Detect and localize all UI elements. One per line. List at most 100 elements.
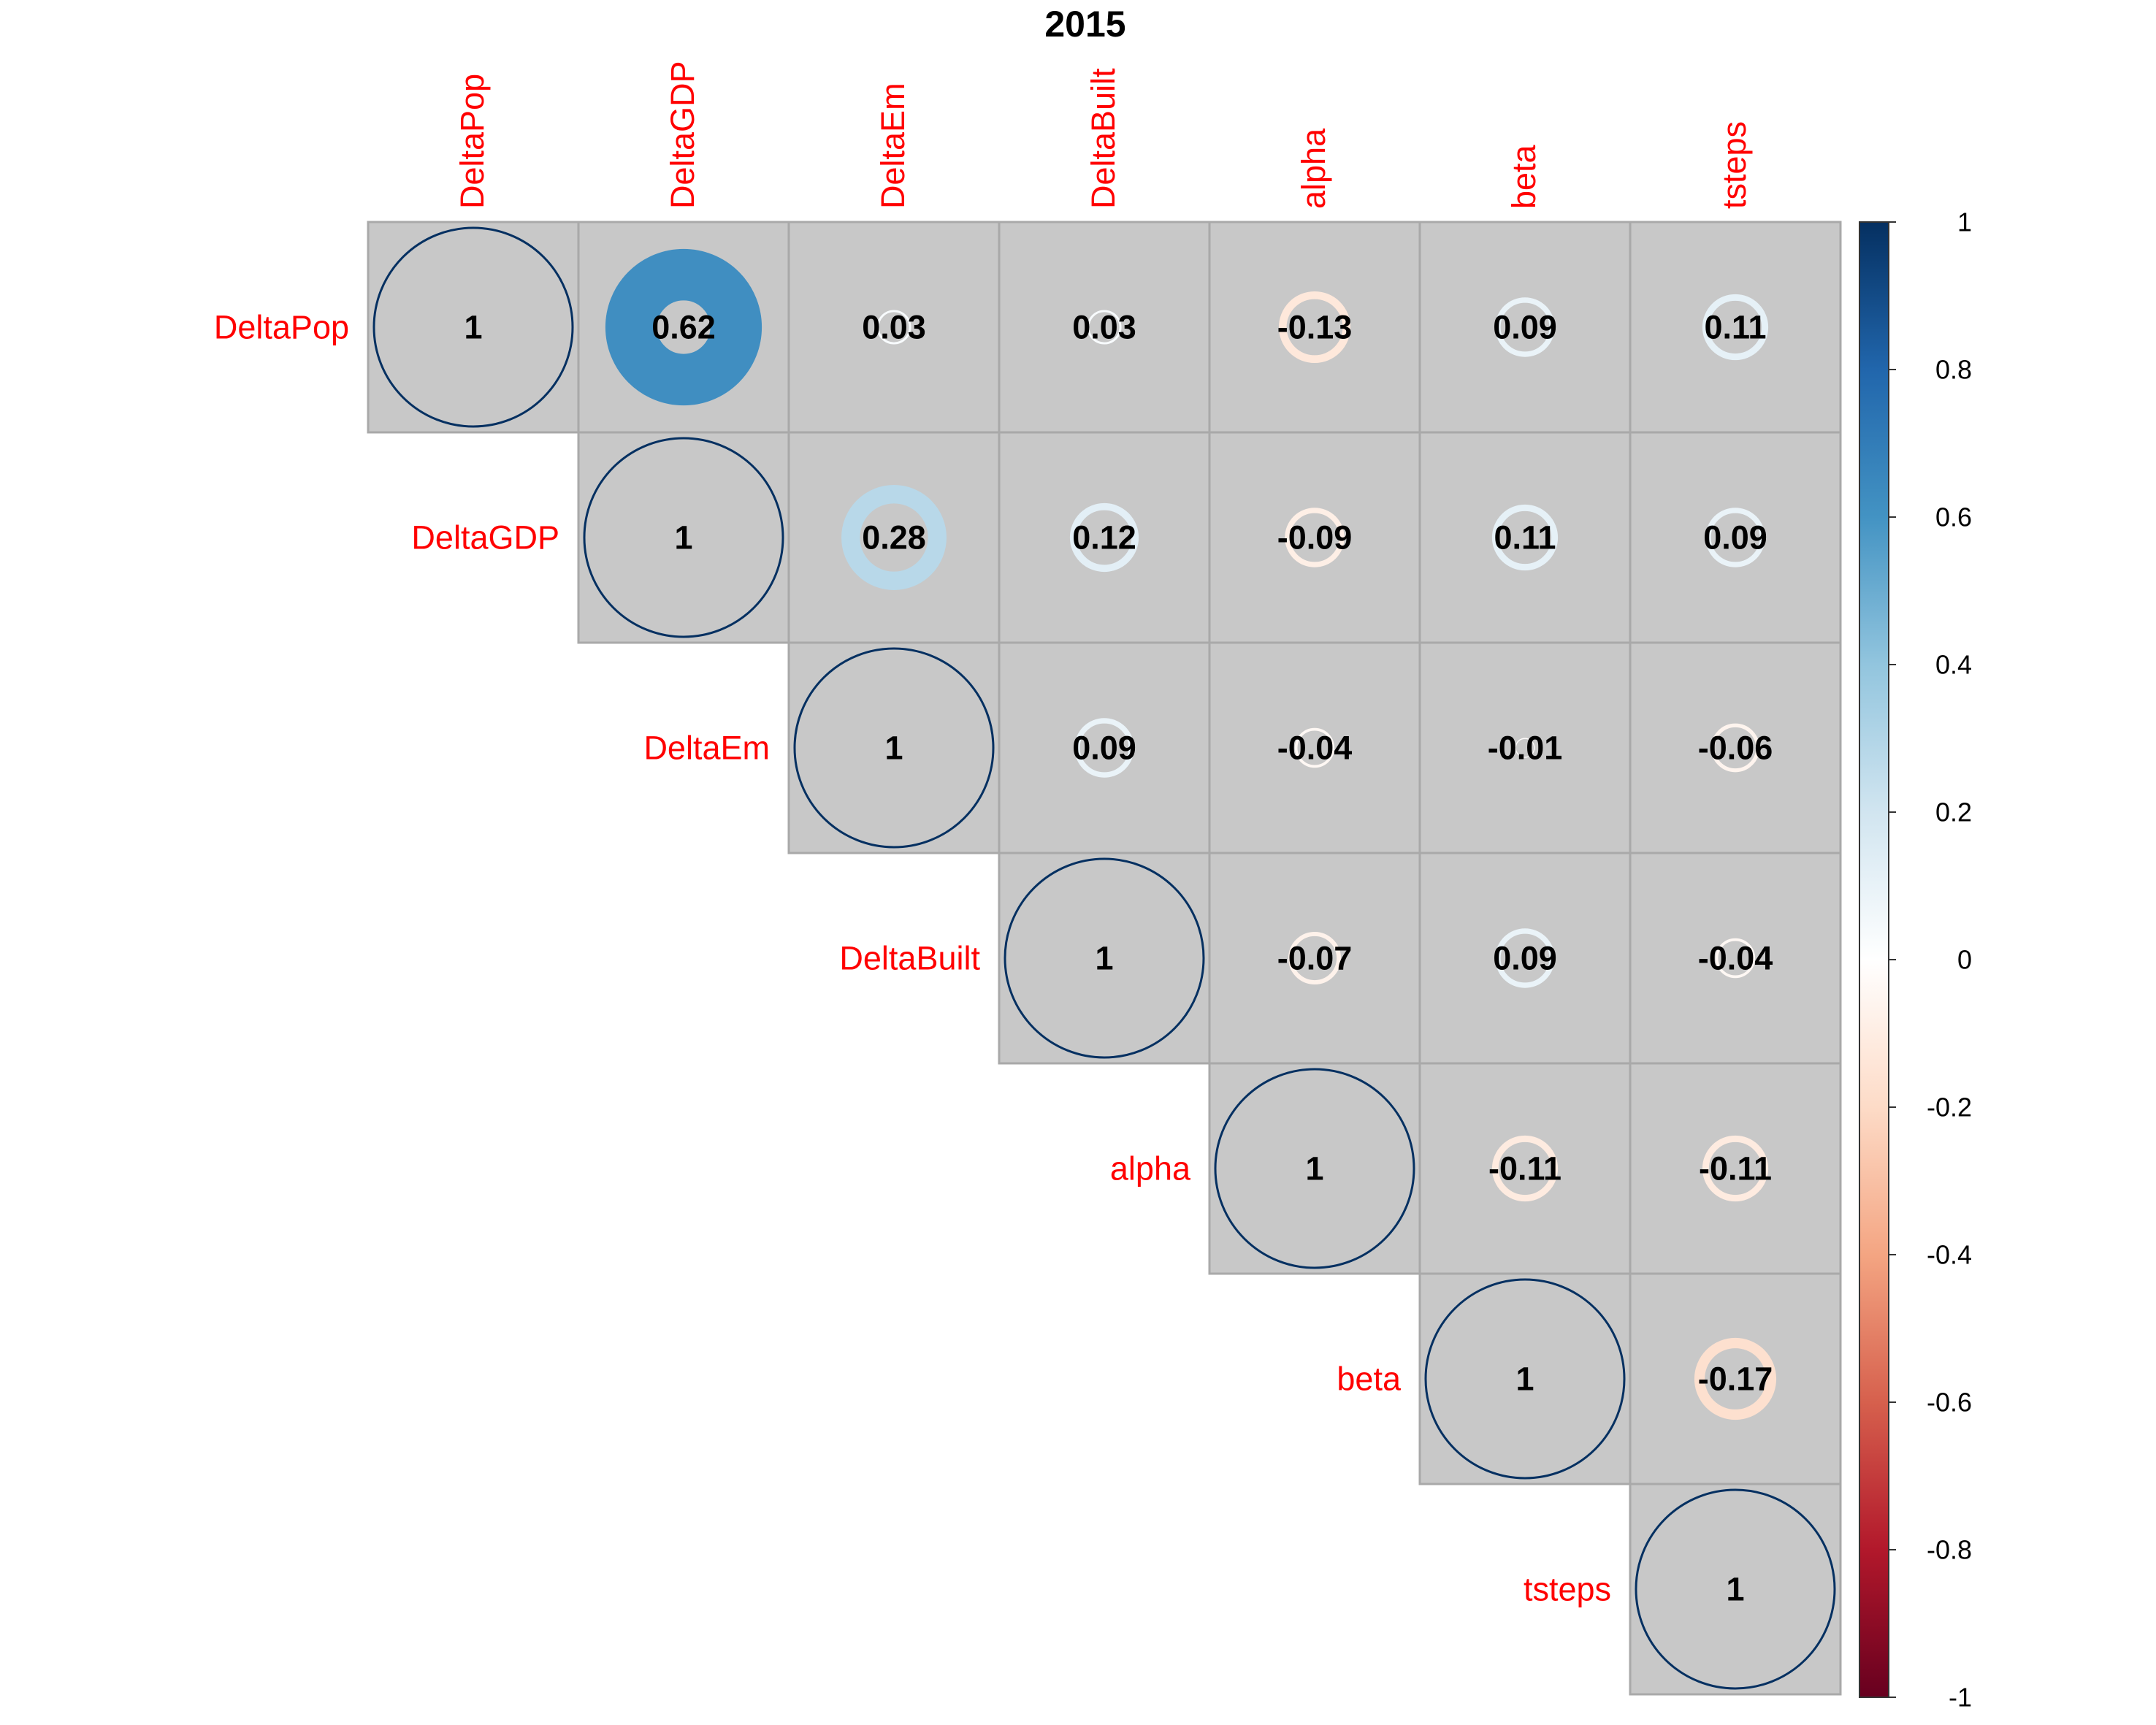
correlation-circle bbox=[1424, 1278, 1626, 1480]
row-label-deltagdp: DeltaGDP bbox=[411, 519, 559, 556]
cell-background bbox=[1418, 431, 1632, 644]
correlation-circle bbox=[1004, 857, 1205, 1059]
correlation-circle bbox=[1495, 297, 1555, 357]
cell-deltabuilt-alpha: -0.07 bbox=[1208, 852, 1421, 1065]
colorbar: 1 0.8 0.6 0.4 0.2 0 -0.2 -0.4 -0.6 -0.8 -1 bbox=[1859, 207, 1972, 1713]
colorbar-tick-label: -0.6 bbox=[1927, 1388, 1972, 1418]
cell-value-label: 1 bbox=[1726, 1571, 1744, 1608]
cell-value-label: 1 bbox=[674, 519, 692, 556]
row-label-alpha: alpha bbox=[1110, 1150, 1191, 1187]
colorbar-tick-label: -0.8 bbox=[1927, 1535, 1972, 1565]
colorbar-tick-label: -0.2 bbox=[1927, 1093, 1972, 1122]
cell-value-label: 0.11 bbox=[1704, 309, 1766, 346]
cell-deltapop-alpha: -0.13 bbox=[1208, 221, 1421, 434]
cell-deltapop-deltapop: 1 bbox=[367, 221, 580, 434]
cell-value-label: -0.11 bbox=[1488, 1150, 1561, 1187]
cell-value-label: -0.11 bbox=[1699, 1150, 1772, 1187]
correlation-circle bbox=[876, 310, 911, 345]
cell-deltaem-deltabuilt: 0.09 bbox=[998, 641, 1211, 854]
colorbar-tick-label: -1 bbox=[1949, 1683, 1972, 1713]
cell-background bbox=[787, 221, 1001, 434]
cell-deltabuilt-beta: 0.09 bbox=[1418, 852, 1632, 1065]
correlation-circle bbox=[841, 485, 947, 590]
correlation-circle bbox=[1074, 718, 1134, 778]
cell-value-label: -0.01 bbox=[1488, 730, 1563, 767]
row-label-deltaem: DeltaEm bbox=[643, 730, 770, 767]
cell-value-label: 0.03 bbox=[1072, 309, 1136, 346]
row-label-deltapop: DeltaPop bbox=[214, 309, 349, 346]
cell-deltapop-deltagdp: 0.62 bbox=[577, 221, 790, 434]
cell-deltapop-deltabuilt: 0.03 bbox=[998, 221, 1211, 434]
cell-value-label: 1 bbox=[464, 309, 482, 346]
cell-background bbox=[1208, 641, 1421, 854]
colorbar-tick-label: 1 bbox=[1957, 207, 1972, 237]
colorbar-tick-label: 0.6 bbox=[1935, 502, 1972, 532]
cell-value-label: 0.09 bbox=[1493, 940, 1557, 977]
chart-title: 2015 bbox=[1044, 4, 1125, 45]
cell-deltaem-deltaem: 1 bbox=[787, 641, 1001, 854]
column-labels: DeltaPop DeltaGDP DeltaEm DeltaBuilt alpha be… bbox=[454, 61, 1753, 209]
colorbar-gradient bbox=[1859, 221, 1889, 1698]
cell-tsteps-tsteps: 1 bbox=[1629, 1483, 1842, 1696]
cell-value-label: 1 bbox=[1305, 1150, 1323, 1187]
correlation-circle bbox=[1702, 294, 1769, 361]
correlation-circle bbox=[1491, 504, 1559, 571]
cell-background bbox=[787, 431, 1001, 644]
cell-background bbox=[1208, 852, 1421, 1065]
cell-value-label: 1 bbox=[1515, 1361, 1534, 1398]
correlation-circle bbox=[1214, 1068, 1415, 1269]
row-labels: DeltaPop DeltaGDP DeltaEm DeltaBuilt alpha be… bbox=[214, 309, 1611, 1608]
cell-deltapop-tsteps: 0.11 bbox=[1629, 221, 1842, 434]
cell-deltaem-alpha: -0.04 bbox=[1208, 641, 1421, 854]
correlation-circle bbox=[1710, 723, 1760, 773]
cell-background bbox=[998, 221, 1211, 434]
row-label-tsteps: tsteps bbox=[1524, 1571, 1611, 1608]
cell-background bbox=[1629, 221, 1842, 434]
cell-deltagdp-alpha: -0.09 bbox=[1208, 431, 1421, 644]
cell-value-label: -0.09 bbox=[1277, 519, 1353, 556]
cell-deltaem-tsteps: -0.06 bbox=[1629, 641, 1842, 854]
cell-value-label: 0.11 bbox=[1494, 519, 1556, 556]
correlation-circle bbox=[1491, 1135, 1559, 1202]
cell-value-label: 0.28 bbox=[862, 519, 926, 556]
cell-value-label: 0.09 bbox=[1072, 730, 1136, 767]
cell-value-label: 0.03 bbox=[862, 309, 926, 346]
column-label-deltagdp: DeltaGDP bbox=[664, 61, 701, 209]
colorbar-tick-label: 0.8 bbox=[1935, 355, 1972, 385]
cell-deltabuilt-tsteps: -0.04 bbox=[1629, 852, 1842, 1065]
correlation-circle bbox=[1285, 508, 1345, 567]
correlation-circle bbox=[1495, 928, 1555, 988]
cell-value-label: -0.06 bbox=[1698, 730, 1773, 767]
cell-background bbox=[1418, 221, 1632, 434]
cell-background bbox=[998, 431, 1211, 644]
cell-deltagdp-deltagdp: 1 bbox=[577, 431, 790, 644]
correlation-circle bbox=[1288, 932, 1341, 984]
cell-deltagdp-deltaem: 0.28 bbox=[787, 431, 1001, 644]
cell-background bbox=[1629, 1062, 1842, 1275]
cell-background bbox=[1418, 852, 1632, 1065]
cell-value-label: 1 bbox=[884, 730, 903, 767]
correlation-circle bbox=[1715, 938, 1756, 979]
cell-deltapop-deltaem: 0.03 bbox=[787, 221, 1001, 434]
column-label-deltabuilt: DeltaBuilt bbox=[1085, 68, 1122, 209]
cells-layer: 1 0.62 0.03 0.03 -0.13 0.09 0.11 1 0.28 0.12 -0.09… bbox=[367, 221, 1842, 1696]
cell-value-label: -0.07 bbox=[1277, 940, 1353, 977]
cell-deltabuilt-deltabuilt: 1 bbox=[998, 852, 1211, 1065]
row-label-deltabuilt: DeltaBuilt bbox=[839, 940, 980, 977]
cell-deltagdp-beta: 0.11 bbox=[1418, 431, 1632, 644]
row-label-beta: beta bbox=[1337, 1361, 1402, 1398]
cell-value-label: 0.62 bbox=[651, 309, 716, 346]
correlation-circle bbox=[605, 248, 762, 406]
cell-alpha-alpha: 1 bbox=[1208, 1062, 1421, 1275]
cell-value-label: -0.13 bbox=[1277, 309, 1353, 346]
cell-beta-beta: 1 bbox=[1418, 1272, 1632, 1485]
cell-value-label: 0.09 bbox=[1493, 309, 1557, 346]
cell-value-label: -0.04 bbox=[1698, 940, 1773, 977]
cell-background bbox=[1629, 1272, 1842, 1485]
colorbar-tick-label: -0.4 bbox=[1927, 1240, 1972, 1270]
cell-background bbox=[1629, 431, 1842, 644]
colorbar-tick-label: 0.2 bbox=[1935, 798, 1972, 827]
correlation-circle bbox=[1635, 1488, 1836, 1690]
column-label-tsteps: tsteps bbox=[1716, 121, 1753, 209]
